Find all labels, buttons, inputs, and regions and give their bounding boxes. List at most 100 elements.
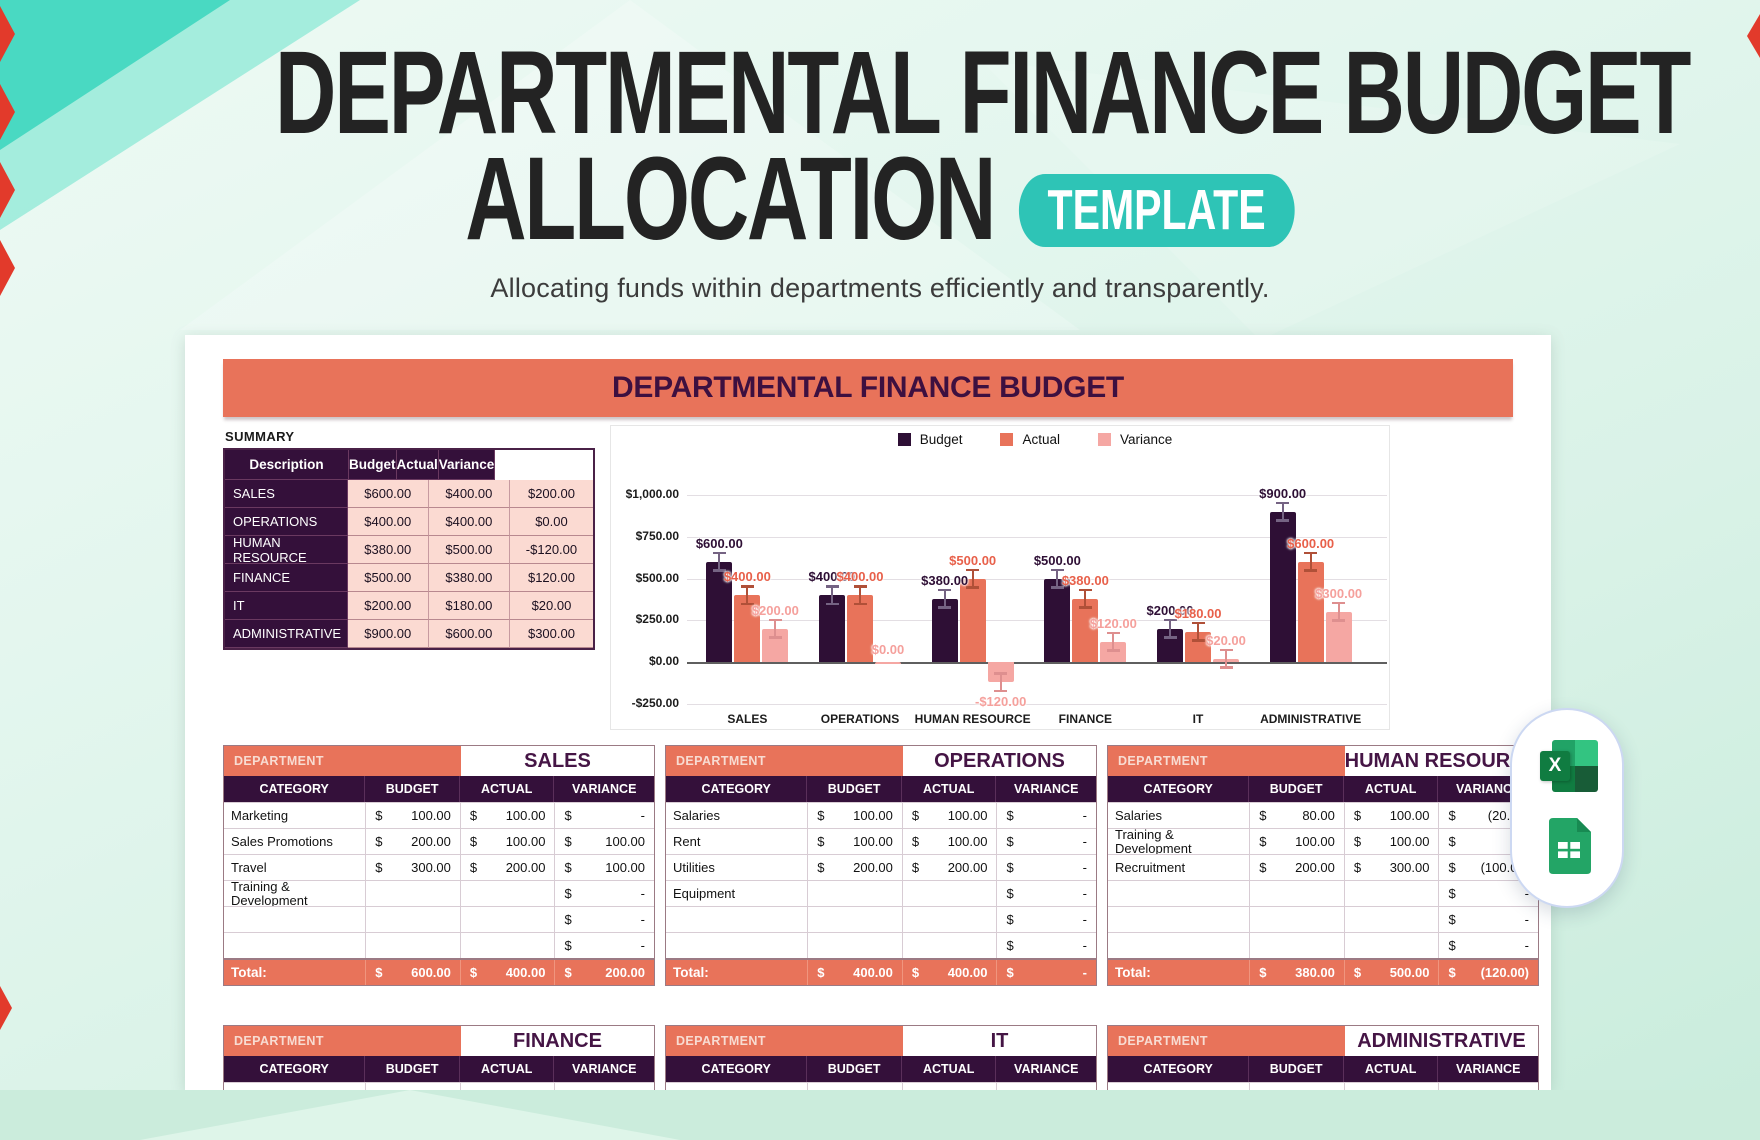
currency-symbol: $ [564, 938, 572, 953]
dept-money-cell [901, 881, 997, 906]
sheet-banner-title: DEPARTMENTAL FINANCE BUDGET [612, 371, 1124, 404]
error-bar-part [1078, 588, 1092, 592]
summary-variance-cell: $0.00 [509, 508, 593, 536]
dept-money-cell: $100.00 [459, 829, 555, 854]
summary-description-cell: SALES [225, 480, 348, 508]
google-sheets-icon[interactable] [1547, 818, 1591, 874]
currency-symbol: $ [564, 808, 572, 823]
error-bar [1050, 568, 1064, 589]
error-bar [712, 551, 726, 572]
dept-column-header: CATEGORY [666, 776, 808, 802]
dept-data-row: Equipment $ - [666, 880, 1096, 906]
error-bar-part [1106, 649, 1120, 652]
amount-value: - [1082, 912, 1087, 927]
dept-money-cell [459, 1083, 555, 1090]
dept-money-cell [807, 907, 902, 932]
dept-column-header: BUDGET [365, 1056, 460, 1082]
excel-icon-quadrant [1575, 740, 1598, 766]
summary-row: HUMAN RESOURCE $380.00 $500.00 -$120.00 [225, 535, 593, 565]
currency-symbol: $ [375, 860, 383, 875]
dept-columns-row: CATEGORY BUDGET ACTUAL VARIANCE [1108, 776, 1538, 802]
dept-data-row: Recruitment $200.00 $300.00 $ (100.00) [1108, 854, 1538, 880]
dept-money-cell: $80.00 [1249, 803, 1344, 828]
error-bar-part [853, 585, 867, 588]
summary-description-cell: ADMINISTRATIVE [225, 620, 348, 648]
currency-symbol: $ [469, 965, 478, 980]
dept-money-cell [996, 1083, 1096, 1090]
currency-symbol: $ [375, 808, 383, 823]
error-bar-part [1106, 631, 1120, 635]
dept-data-row [666, 1082, 1096, 1090]
dept-column-header: ACTUAL [901, 1056, 997, 1082]
y-axis-tick-label: $250.00 [635, 612, 679, 627]
error-bar-part [1191, 621, 1205, 625]
amount-value: 100.00 [1389, 808, 1430, 823]
dept-money-cell: $- [996, 829, 1096, 854]
amount-value: 80.00 [1302, 808, 1335, 823]
amount-value: 100.00 [853, 834, 893, 849]
amount-value: - [1082, 886, 1087, 901]
dept-header-row: DEPARTMENT IT [666, 1026, 1096, 1056]
dept-money-cell: $200.00 [901, 855, 997, 880]
bar-data-label: $0.00 [871, 642, 905, 657]
currency-symbol: $ [564, 912, 572, 927]
amount-value: 500.00 [1389, 965, 1430, 980]
currency-symbol: $ [911, 965, 920, 980]
currency-symbol: $ [1448, 938, 1456, 953]
dept-money-cell [1343, 933, 1439, 958]
error-bar [1304, 551, 1318, 572]
bar-data-label: $380.00 [921, 572, 969, 588]
excel-icon[interactable]: X [1540, 740, 1598, 792]
error-bar [853, 585, 867, 606]
dept-money-cell: $100.00 [1249, 829, 1344, 854]
error-bar-part [768, 618, 782, 622]
bar-actual-human-resource [959, 578, 986, 662]
dept-money-cell: $100.00 [807, 829, 902, 854]
dept-money-cell [901, 907, 997, 932]
summary-variance-cell: $120.00 [509, 564, 593, 592]
currency-symbol: $ [1006, 886, 1014, 901]
error-bar [1276, 501, 1290, 522]
amount-value: 600.00 [411, 965, 451, 980]
error-bar-part [994, 672, 1008, 675]
x-axis-label: SALES [727, 712, 768, 726]
dept-header-row: DEPARTMENT OPERATIONS [666, 746, 1096, 776]
gridline [687, 578, 1387, 580]
dept-money-cell [365, 933, 460, 958]
dept-money-cell: $600.00 [365, 960, 460, 985]
currency-symbol: $ [911, 860, 920, 875]
amount-value: - [1082, 938, 1087, 953]
y-axis-tick-label: -$250.00 [631, 695, 679, 710]
dept-category-cell [666, 907, 807, 932]
dept-category-cell [1108, 933, 1249, 958]
dept-column-header: ACTUAL [1343, 776, 1439, 802]
summary-row: FINANCE $500.00 $380.00 $120.00 [225, 564, 593, 592]
summary-header-row: Description Budget Actual Variance [225, 450, 593, 480]
dept-money-cell: $- [554, 907, 654, 932]
dept-money-cell: $380.00 [1249, 960, 1344, 985]
dept-data-row [224, 1082, 654, 1090]
amount-value: 200.00 [1295, 860, 1335, 875]
error-bar-part [768, 636, 782, 639]
dept-money-cell: $200.00 [1249, 855, 1344, 880]
bar-data-label: $500.00 [949, 552, 997, 568]
dept-money-cell: $100.00 [459, 803, 555, 828]
currency-symbol: $ [1259, 808, 1267, 823]
currency-symbol: $ [1353, 808, 1362, 823]
dept-category-cell: Equipment [673, 885, 736, 901]
dept-columns-row: CATEGORY BUDGET ACTUAL VARIANCE [666, 1056, 1096, 1082]
amount-value: 100.00 [505, 834, 546, 849]
amount-value: - [640, 938, 645, 953]
x-axis-label: FINANCE [1058, 712, 1112, 726]
gridline [687, 703, 1387, 705]
error-bar-part [1163, 618, 1177, 622]
amount-value: - [640, 808, 645, 823]
dept-money-cell: $- [996, 855, 1096, 880]
dept-money-cell [807, 881, 902, 906]
dept-category-cell [1108, 1083, 1249, 1090]
error-bar [1219, 648, 1233, 669]
bar-data-label: $400.00 [836, 569, 884, 585]
error-bar-part [994, 689, 1008, 693]
dept-data-row [1108, 1082, 1538, 1090]
error-bar [768, 618, 782, 639]
